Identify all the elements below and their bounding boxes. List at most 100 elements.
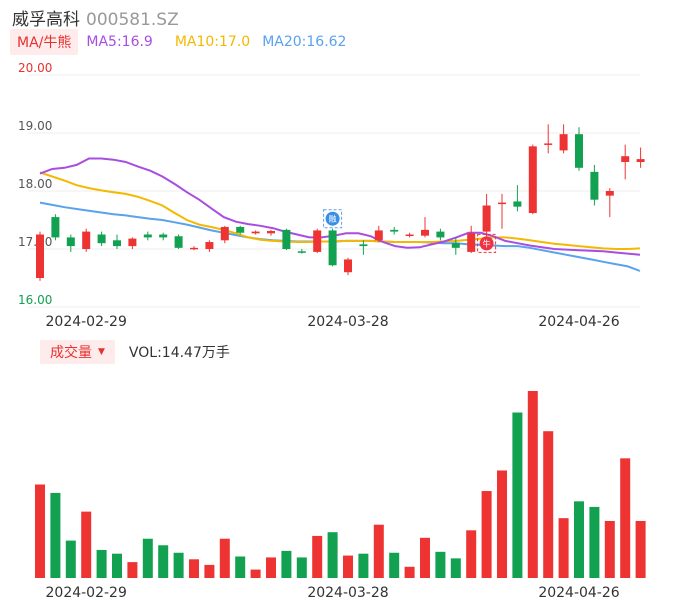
candle (575, 127, 583, 171)
ma5-value: MA5:16.9 (86, 34, 153, 50)
candle-body (113, 240, 121, 247)
candle-body (251, 231, 260, 234)
candle-body (482, 205, 491, 232)
volume-bar (112, 553, 122, 578)
candle (636, 147, 645, 168)
ma-legend: MA/牛熊 MA5:16.9 MA10:17.0 MA20:16.62 (10, 29, 346, 55)
candle (282, 228, 291, 251)
candle-body (544, 143, 553, 145)
price-tick-label: 16.00 (18, 293, 52, 307)
candle-body (421, 229, 429, 236)
candle-body (282, 229, 291, 249)
volume-bar (173, 552, 184, 578)
candle-body (528, 146, 537, 214)
volume-bar (466, 530, 477, 578)
candle-body (82, 231, 91, 249)
candle (190, 246, 198, 251)
candle (482, 193, 491, 238)
candle (559, 124, 568, 154)
candle-body (190, 247, 198, 250)
candle (544, 124, 553, 154)
volume-bar (204, 564, 215, 578)
candle-body (66, 237, 75, 247)
candle-body (297, 251, 306, 253)
volume-bar (81, 511, 92, 578)
date-tick-label: 2024-02-29 (46, 314, 127, 330)
candle-body (267, 231, 275, 234)
candle (390, 226, 399, 235)
candle (328, 228, 337, 267)
candle-body (344, 259, 352, 273)
margin-marker-label: 融 (329, 214, 337, 224)
candle (359, 240, 368, 255)
price-tick-label: 19.00 (18, 119, 52, 133)
candle (143, 231, 152, 241)
stock-code: 000581.SZ (86, 10, 179, 30)
volume-toggle-label: 成交量 (50, 345, 92, 361)
volume-bar (50, 492, 61, 578)
date-tick-label: 2024-03-28 (307, 314, 388, 330)
volume-bar (512, 412, 523, 578)
candle (528, 144, 537, 215)
candle (159, 232, 168, 241)
volume-bar (189, 559, 199, 578)
volume-bar (250, 569, 261, 578)
candle-body (220, 226, 229, 241)
candle (621, 144, 630, 180)
volume-bar (574, 501, 584, 578)
price-tick-label: 17.00 (18, 235, 52, 249)
volume-value: VOL:14.47万手 (128, 345, 230, 361)
candle (590, 164, 599, 206)
candle-body (51, 217, 60, 238)
volume-bar (65, 540, 76, 578)
bull-marker-frame (477, 233, 497, 253)
date-tick-label: 2024-04-26 (538, 314, 619, 330)
candle (128, 237, 137, 249)
candle-body (575, 134, 583, 168)
volume-bar (373, 524, 384, 578)
volume-bar (127, 562, 138, 578)
volume-legend: 成交量 ▼ VOL:14.47万手 (40, 340, 230, 364)
candle-body (498, 202, 506, 205)
candle (66, 234, 75, 252)
candle (97, 231, 106, 247)
bull-marker-label: 牛 (483, 238, 491, 248)
caret-down-icon: ▼ (98, 347, 105, 357)
candle (267, 229, 275, 236)
candle-body (374, 230, 383, 241)
candle-body (174, 236, 183, 248)
candle-body (467, 233, 476, 252)
candle-body (97, 234, 106, 244)
candle-body (236, 226, 245, 233)
volume-bar (481, 491, 492, 578)
bull-marker-icon (479, 236, 494, 251)
date-tick-label: 2024-03-28 (307, 585, 388, 601)
candle (205, 240, 214, 252)
candle (405, 232, 414, 238)
volume-bar (558, 518, 569, 578)
volume-bar (635, 520, 646, 578)
volume-indicator-toggle[interactable]: 成交量 ▼ (40, 340, 115, 364)
price-tick-label: 20.00 (18, 61, 52, 75)
volume-bar (450, 558, 461, 578)
candle-body (143, 234, 152, 238)
volume-bar (497, 470, 507, 578)
candle (421, 217, 429, 238)
ma10-line (39, 171, 641, 250)
candle-body (605, 191, 614, 196)
ma-indicator-toggle[interactable]: MA/牛熊 (10, 29, 79, 55)
candle (36, 231, 44, 281)
volume-bar (589, 506, 600, 578)
volume-bar (35, 484, 45, 578)
candle (451, 237, 460, 255)
candle (467, 225, 476, 254)
ma10-value: MA10:17.0 (174, 34, 251, 50)
candle-body (559, 134, 568, 151)
candle (220, 225, 229, 244)
candle (605, 188, 614, 218)
candle (251, 230, 260, 235)
volume-bar (420, 537, 430, 578)
candle (344, 257, 352, 276)
candle-body (513, 201, 522, 207)
